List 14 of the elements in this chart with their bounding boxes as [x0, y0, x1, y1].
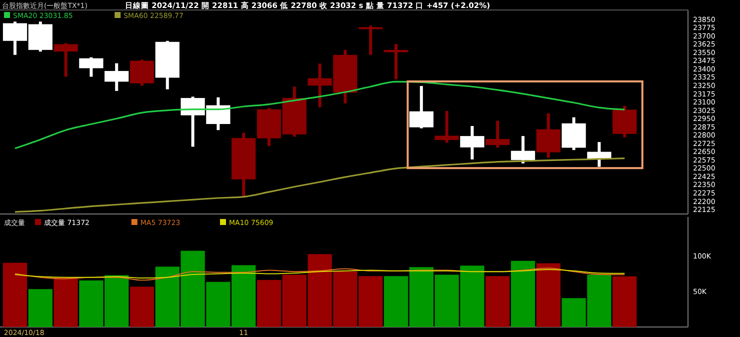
bar	[130, 286, 154, 327]
candlestick	[54, 43, 78, 77]
candlestick	[510, 136, 536, 164]
bar	[486, 276, 510, 327]
bar	[510, 260, 536, 327]
bar	[536, 263, 560, 327]
candlestick	[358, 26, 383, 55]
bar	[612, 276, 637, 327]
candlestick	[434, 111, 459, 143]
bar	[28, 289, 52, 327]
candlestick	[486, 120, 510, 148]
line-series	[14, 158, 626, 213]
bar	[54, 277, 78, 327]
bar	[2, 262, 28, 327]
